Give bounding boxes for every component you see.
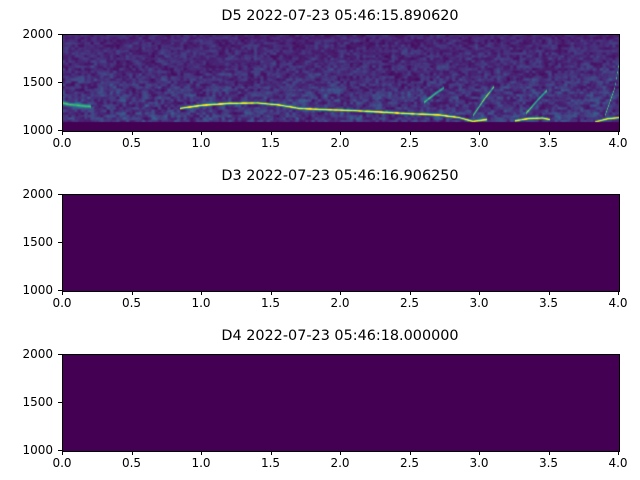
x-axis-tick [479, 131, 480, 135]
y-axis-tick [58, 242, 62, 243]
y-axis-tick-label: 1500 [22, 235, 53, 249]
x-axis-tick [131, 451, 133, 455]
y-axis-tick-label: 2000 [22, 27, 53, 41]
x-axis-tick [131, 131, 133, 135]
x-axis-tick [618, 131, 619, 135]
x-axis-tick-label: 2.5 [399, 456, 420, 470]
spectrogram-panel-3: D4 2022-07-23 05:46:18.000000 0.0 0.5 1.0 1… [0, 320, 640, 480]
plot-area-1 [62, 34, 620, 132]
x-axis-tick-label: 0.5 [121, 296, 142, 310]
x-axis-tick [479, 451, 480, 455]
y-axis-tick-label: 1000 [22, 123, 53, 137]
x-axis-tick-label: 2.5 [399, 296, 420, 310]
spectrogram-panel-1: D5 2022-07-23 05:46:15.890620 0.0 0.5 1.0 1… [0, 0, 640, 160]
spectrogram-image-1 [63, 35, 619, 131]
x-axis-tick [548, 451, 550, 455]
x-axis-tick [270, 291, 272, 295]
x-axis-tick-label: 1.5 [260, 296, 281, 310]
x-axis-tick [409, 451, 411, 455]
panel-title-1: D5 2022-07-23 05:46:15.890620 [221, 8, 459, 24]
x-axis-tick [548, 291, 550, 295]
x-axis-tick [131, 291, 133, 295]
x-axis-tick-label: 0.0 [52, 136, 72, 150]
y-axis-tick-label: 1000 [22, 283, 53, 297]
x-axis-tick-label: 2.5 [399, 136, 420, 150]
x-axis-tick-label: 2.0 [330, 456, 350, 470]
panel-title-3: D4 2022-07-23 05:46:18.000000 [221, 328, 459, 344]
x-axis-tick-label: 3.5 [538, 136, 559, 150]
x-axis-tick-label: 4.0 [608, 296, 628, 310]
y-axis-tick [58, 34, 62, 35]
x-axis-tick-label: 0.0 [52, 456, 72, 470]
x-axis-tick-label: 3.0 [469, 456, 489, 470]
x-axis-tick [618, 291, 619, 295]
y-axis-tick-label: 1000 [22, 443, 53, 457]
y-axis-tick [58, 290, 62, 291]
plot-area-2 [62, 194, 620, 292]
x-axis-tick-label: 0.5 [121, 456, 142, 470]
x-axis-tick-label: 1.5 [260, 136, 281, 150]
x-axis-tick [62, 291, 63, 295]
x-axis-tick [409, 131, 411, 135]
x-axis-tick-label: 3.5 [538, 296, 559, 310]
x-axis-tick-label: 0.5 [121, 136, 142, 150]
y-axis-tick [58, 82, 62, 83]
y-axis-tick-label: 1500 [22, 75, 53, 89]
x-axis-tick-label: 3.5 [538, 456, 559, 470]
x-axis-tick [201, 291, 202, 295]
x-axis-tick [270, 131, 272, 135]
spectrogram-image-3 [63, 355, 619, 451]
x-axis-tick-label: 1.0 [191, 136, 211, 150]
x-axis-tick [340, 451, 341, 455]
x-axis-tick [62, 131, 63, 135]
x-axis-tick [270, 451, 272, 455]
spectrogram-image-2 [63, 195, 619, 291]
x-axis-tick [618, 451, 619, 455]
y-axis-tick-label: 2000 [22, 347, 53, 361]
x-axis-tick [340, 131, 341, 135]
x-axis-tick [201, 131, 202, 135]
y-axis-tick [58, 354, 62, 355]
y-axis-tick [58, 130, 62, 131]
x-axis-tick-label: 3.0 [469, 296, 489, 310]
x-axis-tick [201, 451, 202, 455]
x-axis-tick [409, 291, 411, 295]
x-axis-tick-label: 2.0 [330, 136, 350, 150]
x-axis-tick-label: 1.0 [191, 456, 211, 470]
x-axis-tick-label: 0.0 [52, 296, 72, 310]
x-axis-tick-label: 3.0 [469, 136, 489, 150]
x-axis-tick-label: 4.0 [608, 456, 628, 470]
y-axis-tick [58, 194, 62, 195]
panel-title-2: D3 2022-07-23 05:46:16.906250 [221, 168, 459, 184]
x-axis-tick-label: 2.0 [330, 296, 350, 310]
x-axis-tick-label: 1.5 [260, 456, 281, 470]
x-axis-tick [548, 131, 550, 135]
y-axis-tick-label: 2000 [22, 187, 53, 201]
y-axis-tick [58, 450, 62, 451]
x-axis-tick-label: 1.0 [191, 296, 211, 310]
x-axis-tick [479, 291, 480, 295]
x-axis-tick [340, 291, 341, 295]
x-axis-tick-label: 4.0 [608, 136, 628, 150]
y-axis-tick [58, 402, 62, 403]
spectrogram-panel-2: D3 2022-07-23 05:46:16.906250 0.0 0.5 1.0 1… [0, 160, 640, 320]
plot-area-3 [62, 354, 620, 452]
x-axis-tick [62, 451, 63, 455]
y-axis-tick-label: 1500 [22, 395, 53, 409]
